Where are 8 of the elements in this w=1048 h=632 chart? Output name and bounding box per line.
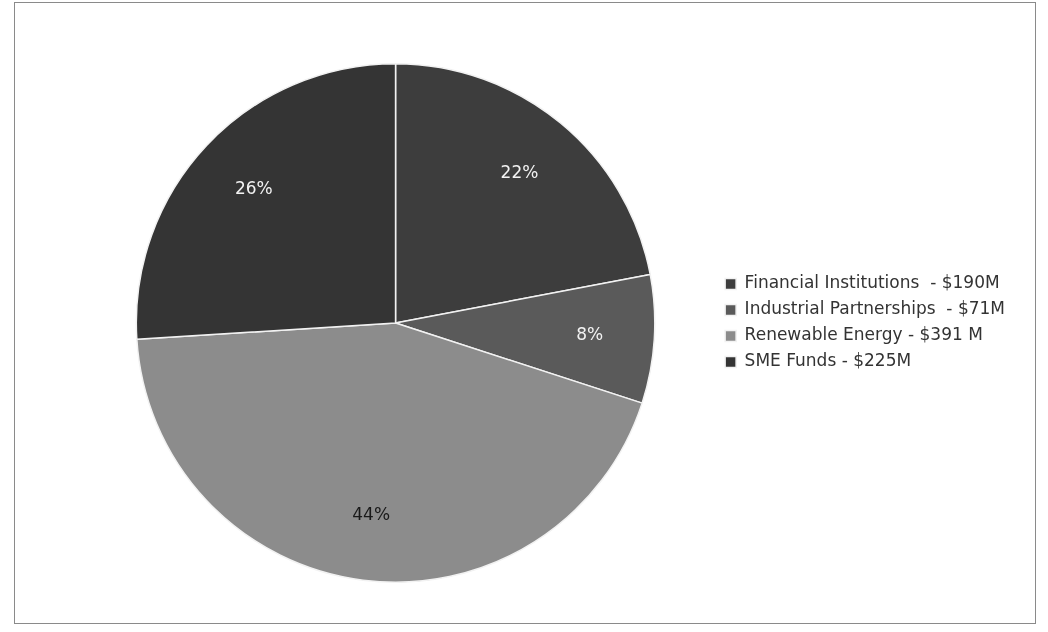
- legend-label: Renewable Energy - $391 M: [744, 324, 983, 345]
- data-label: 44%: [352, 504, 391, 525]
- legend-label: SME Funds - $225M: [744, 350, 912, 371]
- data-label: 26%: [234, 178, 273, 199]
- data-label: 22%: [500, 161, 539, 182]
- legend-label: Financial Institutions - $190M: [744, 272, 1000, 293]
- legend-label: Industrial Partnerships - $71M: [744, 298, 1006, 319]
- data-label: 8%: [576, 323, 604, 344]
